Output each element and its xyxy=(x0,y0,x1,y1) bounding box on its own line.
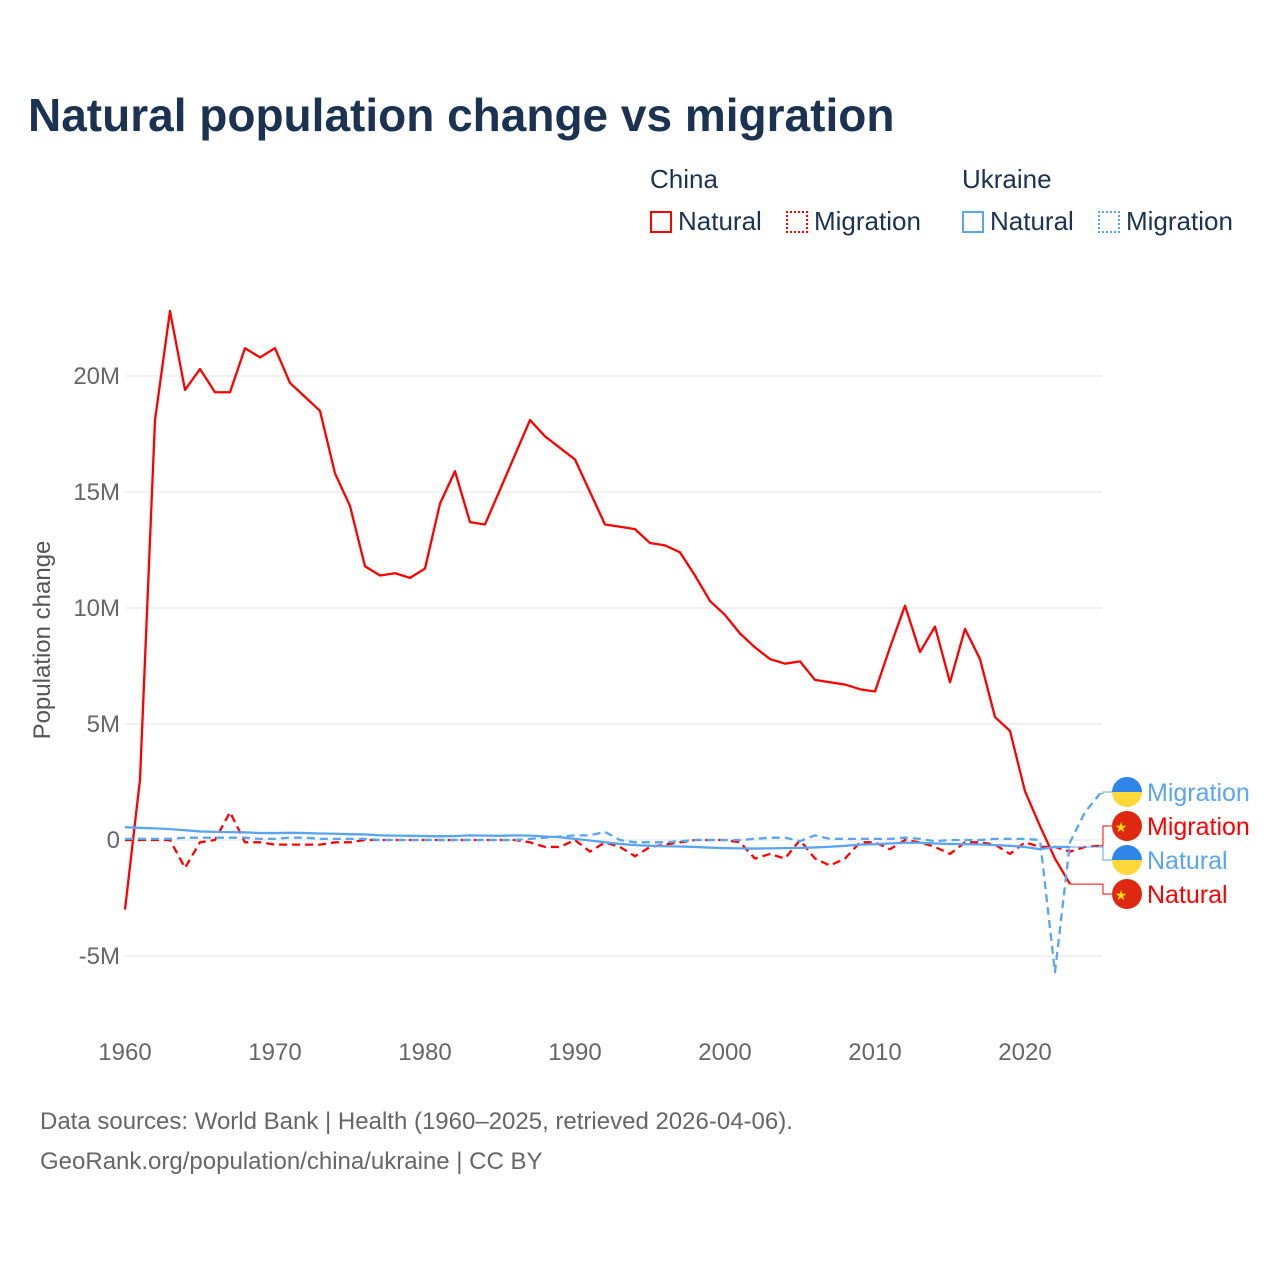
ukraine-flag-icon xyxy=(1112,777,1142,807)
series-end-label: Migration xyxy=(1147,779,1250,807)
y-tick-label: 20M xyxy=(73,363,120,390)
y-axis-label: Population change xyxy=(29,541,56,740)
legend-china-natural[interactable]: Natural xyxy=(650,206,762,237)
china-flag-icon: ★ xyxy=(1112,879,1142,909)
star-icon: ★ xyxy=(1115,887,1128,903)
legend-group-ukraine: Ukraine xyxy=(962,164,1052,194)
legend-label: Migration xyxy=(1126,206,1233,236)
legend-label: Natural xyxy=(990,206,1074,236)
series-line-china-natural xyxy=(123,309,1071,910)
legend-swatch-dotted xyxy=(786,210,808,233)
legend-group-china: China xyxy=(650,164,718,194)
flag-circle xyxy=(1112,879,1142,909)
label-connector xyxy=(1070,883,1112,895)
chart-title: Natural population change vs migration xyxy=(28,89,895,141)
legend-label: Natural xyxy=(678,206,762,236)
footer-sources: Data sources: World Bank | Health (1960–… xyxy=(40,1108,793,1135)
flag-bottom xyxy=(1112,860,1142,875)
series-end-label: Migration xyxy=(1147,813,1250,841)
y-tick-label: 0 xyxy=(107,827,120,854)
star-icon: ★ xyxy=(1115,819,1128,835)
x-tick-label: 2010 xyxy=(848,1039,901,1066)
ukraine-flag-icon xyxy=(1112,845,1142,875)
y-tick-label: -5M xyxy=(79,943,120,970)
series-end-label: Natural xyxy=(1147,881,1228,909)
footer-link[interactable]: GeoRank.org/population/china/ukraine | C… xyxy=(40,1148,543,1175)
y-tick-label: 15M xyxy=(73,479,120,506)
flag-circle xyxy=(1112,811,1142,841)
legend-swatch-solid xyxy=(962,210,984,233)
series-line-china-migration xyxy=(125,811,1101,869)
series-line-ukraine-migration xyxy=(125,792,1101,974)
series-end-label: Natural xyxy=(1147,847,1228,875)
china-flag-icon: ★ xyxy=(1112,811,1142,841)
label-connector xyxy=(1100,791,1112,795)
series-line-ukraine-natural xyxy=(124,826,1070,851)
x-tick-label: 1990 xyxy=(548,1039,601,1066)
legend-ukraine-natural[interactable]: Natural xyxy=(962,206,1074,237)
legend-swatch-dotted xyxy=(1098,210,1120,233)
y-tick-label: 5M xyxy=(87,711,120,738)
x-tick-label: 1980 xyxy=(398,1039,451,1066)
legend-china-migration[interactable]: Migration xyxy=(786,206,921,237)
x-tick-label: 1970 xyxy=(248,1039,301,1066)
label-connector xyxy=(1070,846,1112,861)
legend-label: Migration xyxy=(814,206,921,236)
legend-ukraine-migration[interactable]: Migration xyxy=(1098,206,1233,237)
x-tick-label: 2000 xyxy=(698,1039,751,1066)
flag-top xyxy=(1112,777,1142,792)
flag-top xyxy=(1112,845,1142,860)
flag-bottom xyxy=(1112,792,1142,807)
x-tick-label: 2020 xyxy=(998,1039,1051,1066)
x-tick-label: 1960 xyxy=(98,1039,151,1066)
label-connector xyxy=(1100,825,1112,847)
y-tick-label: 10M xyxy=(73,595,120,622)
legend-swatch-solid xyxy=(650,210,672,233)
